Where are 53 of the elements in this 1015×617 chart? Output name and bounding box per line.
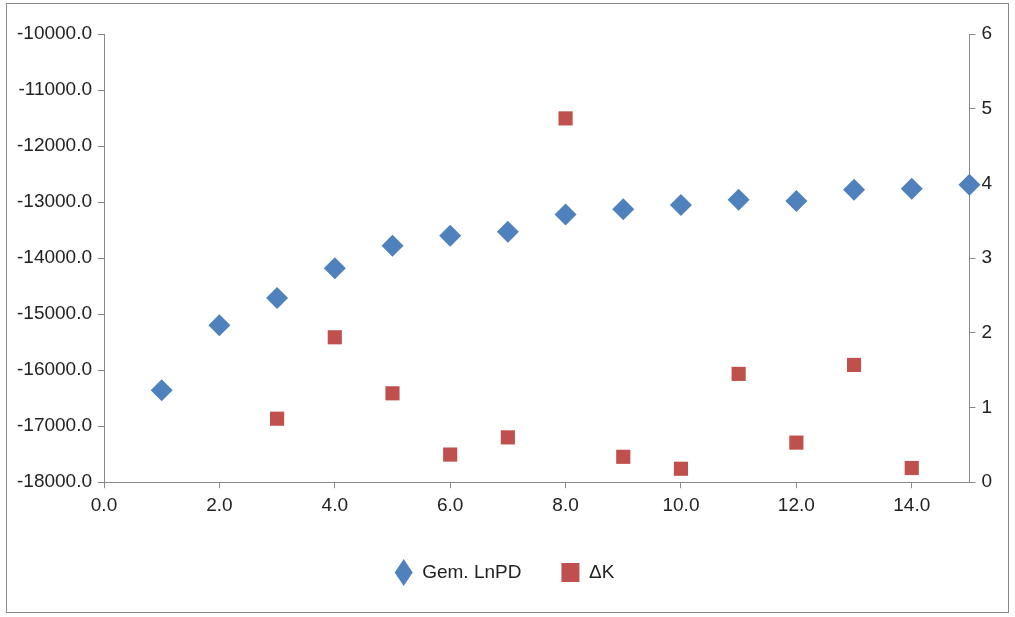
y2-tick-label: 4 bbox=[981, 171, 993, 193]
y2-tick-label: 5 bbox=[981, 96, 993, 118]
point bbox=[904, 460, 919, 476]
point bbox=[266, 286, 289, 309]
point bbox=[669, 193, 692, 216]
point bbox=[558, 111, 573, 126]
point bbox=[785, 189, 808, 212]
y-tick-label: -11000.0 bbox=[18, 78, 93, 100]
point bbox=[385, 386, 400, 401]
y-tick-label: -18000.0 bbox=[16, 470, 93, 492]
point bbox=[731, 366, 746, 381]
point bbox=[496, 220, 519, 243]
y-tick-label: -10000.0 bbox=[16, 22, 93, 44]
y2-tick-label: 0 bbox=[981, 470, 993, 492]
point bbox=[443, 447, 458, 462]
point bbox=[270, 411, 285, 426]
x-tick-label: 8.0 bbox=[552, 493, 579, 515]
x-tick-label: 6.0 bbox=[436, 493, 464, 515]
point bbox=[150, 379, 173, 402]
legend-label: Gem. LnPD bbox=[422, 560, 522, 582]
y2-tick-label: 3 bbox=[981, 246, 993, 268]
x-tick-label: 14.0 bbox=[893, 493, 931, 515]
x-tick-label: 2.0 bbox=[206, 493, 233, 515]
y-tick-label: -14000.0 bbox=[16, 246, 93, 268]
point bbox=[327, 330, 342, 345]
point bbox=[439, 224, 462, 247]
x-tick-label: 10.0 bbox=[662, 493, 700, 515]
y-tick-label: -15000.0 bbox=[16, 302, 93, 324]
point bbox=[554, 203, 577, 226]
point bbox=[381, 234, 404, 257]
x-tick-label: 4.0 bbox=[321, 493, 348, 515]
y2-tick-label: 2 bbox=[981, 321, 993, 343]
point bbox=[208, 314, 231, 337]
y2-tick-label: 6 bbox=[981, 22, 993, 44]
point bbox=[727, 188, 750, 211]
point bbox=[900, 177, 923, 200]
x-tick-label: 12.0 bbox=[777, 493, 815, 515]
point bbox=[612, 198, 635, 221]
point bbox=[846, 357, 862, 372]
y2-tick-label: 1 bbox=[981, 395, 993, 417]
x-tick-label: 0.0 bbox=[90, 493, 118, 515]
point bbox=[843, 178, 866, 201]
point bbox=[323, 257, 346, 280]
y-tick-label: -13000.0 bbox=[16, 190, 93, 212]
point bbox=[789, 435, 804, 450]
point bbox=[673, 461, 689, 476]
y-tick-label: -17000.0 bbox=[16, 414, 93, 436]
point bbox=[616, 449, 631, 464]
point bbox=[958, 173, 981, 196]
y-tick-label: -12000.0 bbox=[16, 134, 93, 156]
y-tick-label: -16000.0 bbox=[16, 358, 93, 380]
legend-label: ΔK bbox=[588, 560, 615, 582]
point bbox=[500, 430, 515, 445]
